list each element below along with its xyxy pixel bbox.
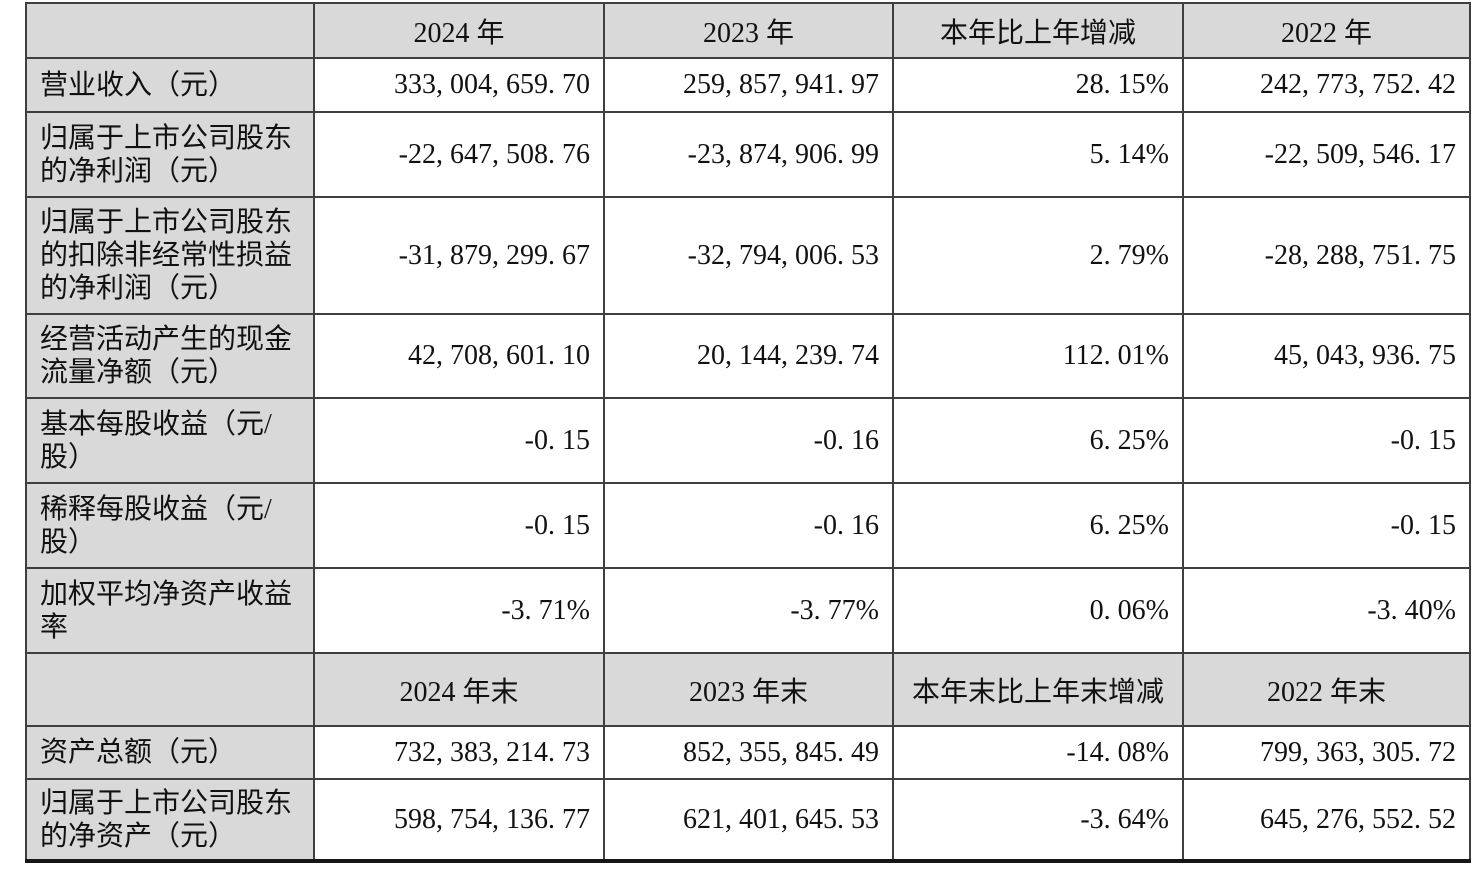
cell-value: 598, 754, 136. 77 [313,778,605,862]
corner-cell [25,652,315,727]
cell-value: 0. 06% [892,567,1184,654]
cell-value: 621, 401, 645. 53 [603,778,894,862]
col-header-2022-end: 2022 年末 [1182,652,1471,727]
table-row-diluted-eps: 稀释每股收益（元/ 股） -0. 15 -0. 16 6. 25% -0. 15 [25,482,1471,569]
cell-value: -32, 794, 006. 53 [603,196,894,315]
cell-value: 645, 276, 552. 52 [1182,778,1471,862]
cell-value: -0. 15 [313,482,605,569]
cell-value: -14. 08% [892,725,1184,780]
table-row-revenue: 营业收入（元） 333, 004, 659. 70 259, 857, 941.… [25,57,1471,113]
cell-value: -22, 509, 546. 17 [1182,111,1471,198]
table-row-total-assets: 资产总额（元） 732, 383, 214. 73 852, 355, 845.… [25,725,1471,780]
cell-value: -0. 15 [1182,482,1471,569]
cell-value: -3. 77% [603,567,894,654]
corner-cell [25,2,315,59]
cell-value: 242, 773, 752. 42 [1182,57,1471,113]
row-label: 加权平均净资产收益 率 [25,567,315,654]
row-label: 稀释每股收益（元/ 股） [25,482,315,569]
col-header-2024: 2024 年 [313,2,605,59]
cell-value: 333, 004, 659. 70 [313,57,605,113]
cell-value: -23, 874, 906. 99 [603,111,894,198]
cell-value: 42, 708, 601. 10 [313,313,605,399]
row-label: 营业收入（元） [25,57,315,113]
cell-value: -3. 40% [1182,567,1471,654]
cell-value: -0. 16 [603,397,894,484]
table-row-weighted-avg-roe: 加权平均净资产收益 率 -3. 71% -3. 77% 0. 06% -3. 4… [25,567,1471,654]
cell-value: 2. 79% [892,196,1184,315]
table-row-operating-cash-flow: 经营活动产生的现金 流量净额（元） 42, 708, 601. 10 20, 1… [25,313,1471,399]
row-label: 基本每股收益（元/ 股） [25,397,315,484]
cell-value: 5. 14% [892,111,1184,198]
cell-value: 259, 857, 941. 97 [603,57,894,113]
row-label: 归属于上市公司股东 的净利润（元） [25,111,315,198]
table-row-net-profit: 归属于上市公司股东 的净利润（元） -22, 647, 508. 76 -23,… [25,111,1471,198]
cell-value: -0. 15 [1182,397,1471,484]
cell-value: 20, 144, 239. 74 [603,313,894,399]
cell-value: 732, 383, 214. 73 [313,725,605,780]
cell-value: 799, 363, 305. 72 [1182,725,1471,780]
cell-value: 6. 25% [892,482,1184,569]
cell-value: -31, 879, 299. 67 [313,196,605,315]
cell-value: -0. 15 [313,397,605,484]
row-label: 归属于上市公司股东 的净资产（元） [25,778,315,862]
col-header-2023: 2023 年 [603,2,894,59]
cell-value: -22, 647, 508. 76 [313,111,605,198]
table-row-net-profit-deducted: 归属于上市公司股东 的扣除非经常性损益 的净利润（元） -31, 879, 29… [25,196,1471,315]
cell-value: 6. 25% [892,397,1184,484]
cell-value: -3. 64% [892,778,1184,862]
cell-value: 112. 01% [892,313,1184,399]
financial-summary-table: 2024 年 2023 年 本年比上年增减 2022 年 营业收入（元） 333… [25,2,1471,863]
cell-value: 28. 15% [892,57,1184,113]
row-label: 资产总额（元） [25,725,315,780]
header-row-annual: 2024 年 2023 年 本年比上年增减 2022 年 [25,2,1471,59]
cell-value: -28, 288, 751. 75 [1182,196,1471,315]
cell-value: 852, 355, 845. 49 [603,725,894,780]
cell-value: 45, 043, 936. 75 [1182,313,1471,399]
row-label: 经营活动产生的现金 流量净额（元） [25,313,315,399]
col-header-2023-end: 2023 年末 [603,652,894,727]
table-row-net-assets: 归属于上市公司股东 的净资产（元） 598, 754, 136. 77 621,… [25,778,1471,862]
col-header-2024-end: 2024 年末 [313,652,605,727]
col-header-yoy-change: 本年比上年增减 [892,2,1184,59]
header-row-year-end: 2024 年末 2023 年末 本年末比上年末增减 2022 年末 [25,652,1471,727]
table-row-basic-eps: 基本每股收益（元/ 股） -0. 15 -0. 16 6. 25% -0. 15 [25,397,1471,484]
col-header-year-end-change: 本年末比上年末增减 [892,652,1184,727]
col-header-2022: 2022 年 [1182,2,1471,59]
cell-value: -0. 16 [603,482,894,569]
cell-value: -3. 71% [313,567,605,654]
row-label: 归属于上市公司股东 的扣除非经常性损益 的净利润（元） [25,196,315,315]
